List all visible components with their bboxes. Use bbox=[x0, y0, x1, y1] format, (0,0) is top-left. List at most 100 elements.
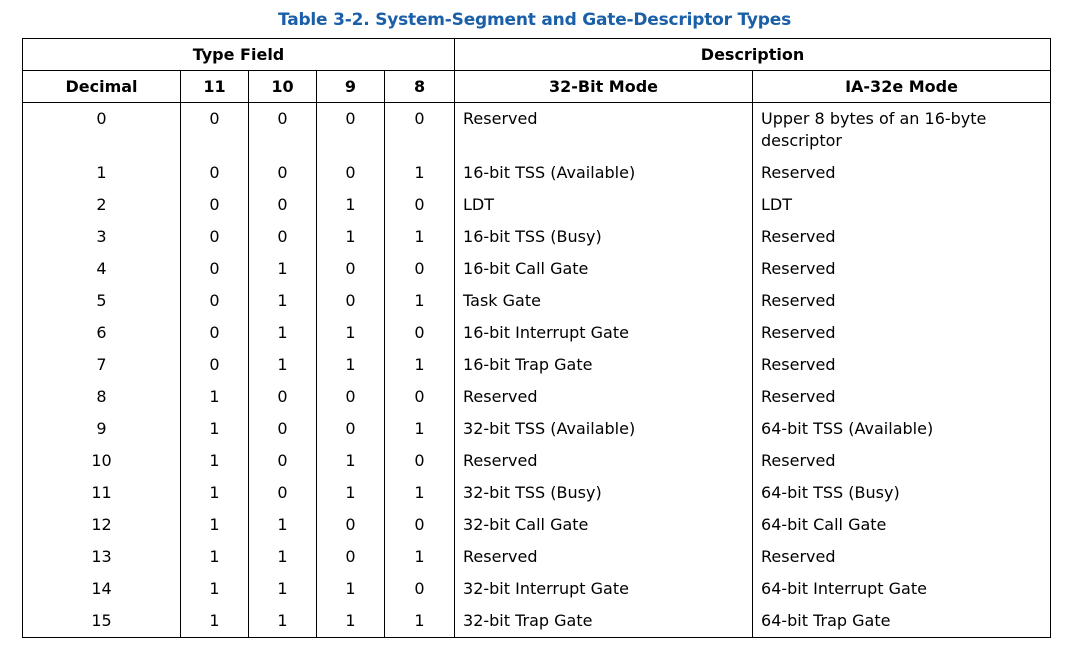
header-bit-10: 10 bbox=[248, 70, 317, 103]
cell-32bit-mode: Reserved bbox=[454, 381, 754, 413]
table-row: 8 1 0 0 0 Reserved Reserved bbox=[22, 381, 1052, 413]
cell-bit-9: 0 bbox=[316, 509, 385, 541]
cell-ia32e-mode: 64-bit Call Gate bbox=[752, 509, 1052, 541]
cell-32bit-mode: Reserved bbox=[454, 445, 754, 477]
cell-ia32e-mode: 64-bit TSS (Available) bbox=[752, 413, 1052, 445]
cell-decimal: 1 bbox=[22, 157, 181, 189]
cell-32bit-mode: 32-bit Trap Gate bbox=[454, 605, 754, 638]
cell-bit-8: 1 bbox=[383, 221, 456, 253]
cell-32bit-mode: Reserved bbox=[454, 102, 754, 157]
cell-bit-11: 0 bbox=[180, 349, 249, 381]
cell-bit-10: 1 bbox=[248, 317, 317, 349]
cell-bit-11: 0 bbox=[180, 189, 249, 221]
header-ia32e-mode: IA-32e Mode bbox=[752, 70, 1052, 103]
table-row: 13 1 1 0 1 Reserved Reserved bbox=[22, 541, 1052, 573]
cell-bit-11: 1 bbox=[180, 605, 249, 638]
cell-bit-8: 0 bbox=[383, 189, 456, 221]
cell-32bit-mode: 32-bit Call Gate bbox=[454, 509, 754, 541]
cell-32bit-mode: 16-bit Interrupt Gate bbox=[454, 317, 754, 349]
cell-decimal: 11 bbox=[22, 477, 181, 509]
cell-bit-9: 1 bbox=[316, 349, 385, 381]
table-row: 2 0 0 1 0 LDT LDT bbox=[22, 189, 1052, 221]
table-row: 1 0 0 0 1 16-bit TSS (Available) Reserved bbox=[22, 157, 1052, 189]
cell-bit-9: 1 bbox=[316, 445, 385, 477]
header-type-field: Type Field bbox=[21, 38, 456, 71]
cell-bit-11: 0 bbox=[180, 221, 249, 253]
header-32bit-mode: 32-Bit Mode bbox=[454, 70, 754, 103]
cell-decimal: 15 bbox=[22, 605, 181, 638]
cell-ia32e-mode: Reserved bbox=[752, 349, 1052, 381]
cell-bit-11: 1 bbox=[180, 413, 249, 445]
cell-ia32e-mode: 64-bit Trap Gate bbox=[752, 605, 1052, 638]
cell-bit-9: 1 bbox=[316, 189, 385, 221]
table-row: 5 0 1 0 1 Task Gate Reserved bbox=[22, 285, 1052, 317]
cell-ia32e-mode: Reserved bbox=[752, 285, 1052, 317]
cell-bit-8: 1 bbox=[383, 157, 456, 189]
cell-bit-8: 1 bbox=[383, 605, 456, 638]
cell-ia32e-mode: Reserved bbox=[752, 221, 1052, 253]
cell-bit-10: 1 bbox=[248, 253, 317, 285]
cell-decimal: 6 bbox=[22, 317, 181, 349]
header-bit-11: 11 bbox=[180, 70, 249, 103]
cell-bit-9: 0 bbox=[316, 253, 385, 285]
cell-ia32e-mode: Reserved bbox=[752, 253, 1052, 285]
cell-ia32e-mode: Upper 8 bytes of an 16-byte descriptor bbox=[752, 102, 1052, 157]
cell-ia32e-mode: Reserved bbox=[752, 541, 1052, 573]
cell-bit-8: 0 bbox=[383, 317, 456, 349]
cell-bit-11: 0 bbox=[180, 102, 249, 157]
cell-bit-10: 1 bbox=[248, 509, 317, 541]
cell-bit-9: 0 bbox=[316, 413, 385, 445]
cell-bit-8: 0 bbox=[383, 573, 456, 605]
cell-bit-8: 0 bbox=[383, 445, 456, 477]
cell-bit-10: 1 bbox=[248, 541, 317, 573]
header-bit-9: 9 bbox=[316, 70, 385, 103]
cell-32bit-mode: Reserved bbox=[454, 541, 754, 573]
cell-bit-8: 0 bbox=[383, 253, 456, 285]
cell-decimal: 13 bbox=[22, 541, 181, 573]
cell-decimal: 2 bbox=[22, 189, 181, 221]
cell-bit-9: 0 bbox=[316, 541, 385, 573]
table-row: 10 1 0 1 0 Reserved Reserved bbox=[22, 445, 1052, 477]
cell-bit-11: 0 bbox=[180, 285, 249, 317]
cell-32bit-mode: 32-bit TSS (Busy) bbox=[454, 477, 754, 509]
cell-decimal: 14 bbox=[22, 573, 181, 605]
cell-bit-11: 0 bbox=[180, 253, 249, 285]
table-row: 3 0 0 1 1 16-bit TSS (Busy) Reserved bbox=[22, 221, 1052, 253]
header-decimal: Decimal bbox=[22, 70, 181, 103]
table-row: 14 1 1 1 0 32-bit Interrupt Gate 64-bit Interr… bbox=[22, 573, 1052, 605]
cell-decimal: 0 bbox=[22, 102, 181, 157]
table-row: 12 1 1 0 0 32-bit Call Gate 64-bit Call Gate bbox=[22, 509, 1052, 541]
cell-bit-10: 0 bbox=[248, 189, 317, 221]
cell-decimal: 5 bbox=[22, 285, 181, 317]
cell-bit-9: 1 bbox=[316, 573, 385, 605]
cell-bit-11: 0 bbox=[180, 157, 249, 189]
cell-bit-11: 1 bbox=[180, 509, 249, 541]
cell-bit-11: 1 bbox=[180, 445, 249, 477]
cell-bit-9: 0 bbox=[316, 381, 385, 413]
cell-bit-10: 1 bbox=[248, 285, 317, 317]
cell-bit-8: 0 bbox=[383, 102, 456, 157]
cell-decimal: 4 bbox=[22, 253, 181, 285]
cell-ia32e-mode: Reserved bbox=[752, 317, 1052, 349]
header-bit-8: 8 bbox=[383, 70, 456, 103]
cell-bit-9: 0 bbox=[316, 102, 385, 157]
table-body: 0 0 0 0 0 Reserved Upper 8 bytes of an 16-byte… bbox=[22, 102, 1052, 638]
cell-bit-11: 1 bbox=[180, 541, 249, 573]
cell-bit-9: 1 bbox=[316, 317, 385, 349]
table-row: 15 1 1 1 1 32-bit Trap Gate 64-bit Trap Gate bbox=[22, 605, 1052, 638]
cell-bit-11: 1 bbox=[180, 573, 249, 605]
table-row: 9 1 0 0 1 32-bit TSS (Available) 64-bit TSS (A… bbox=[22, 413, 1052, 445]
header-row-groups: Type Field Description bbox=[21, 38, 1052, 71]
header-description: Description bbox=[454, 38, 1052, 71]
cell-decimal: 9 bbox=[22, 413, 181, 445]
cell-bit-10: 1 bbox=[248, 605, 317, 638]
table-row: 6 0 1 1 0 16-bit Interrupt Gate Reserved bbox=[22, 317, 1052, 349]
cell-bit-10: 0 bbox=[248, 157, 317, 189]
cell-32bit-mode: 16-bit TSS (Available) bbox=[454, 157, 754, 189]
cell-decimal: 3 bbox=[22, 221, 181, 253]
cell-bit-10: 0 bbox=[248, 445, 317, 477]
cell-bit-10: 1 bbox=[248, 573, 317, 605]
cell-ia32e-mode: 64-bit TSS (Busy) bbox=[752, 477, 1052, 509]
cell-decimal: 10 bbox=[22, 445, 181, 477]
cell-bit-8: 1 bbox=[383, 285, 456, 317]
